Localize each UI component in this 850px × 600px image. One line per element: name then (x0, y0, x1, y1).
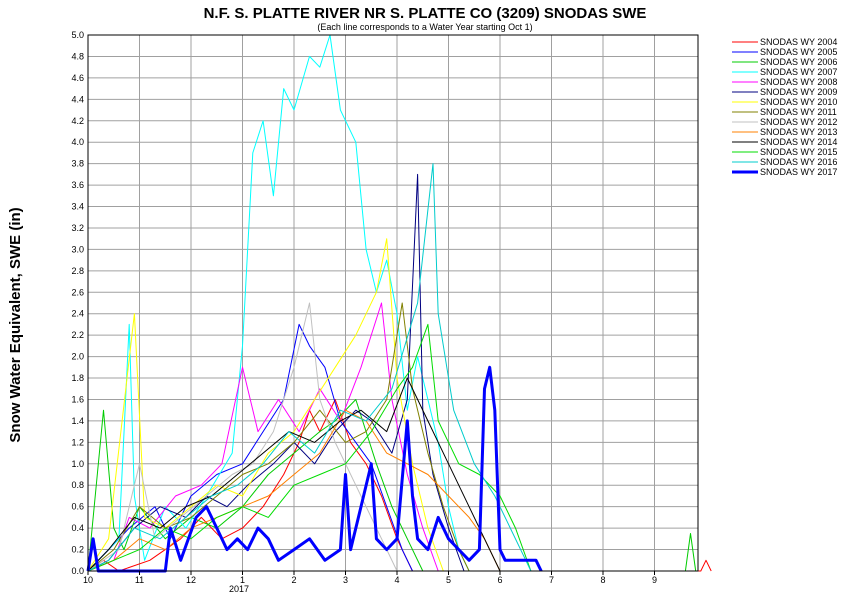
x-tick-label: 6 (497, 575, 502, 585)
x-tick-label: 2 (291, 575, 296, 585)
x-tick-label: 10 (83, 575, 93, 585)
y-tick-label: 0.4 (71, 523, 84, 533)
y-tick-label: 1.6 (71, 394, 84, 404)
series-line (87, 34, 470, 572)
x-tick-label: 9 (652, 575, 657, 585)
y-tick-label: 1.4 (71, 416, 84, 426)
legend-label: SNODAS WY 2014 (760, 137, 837, 147)
x-year-label: 2017 (229, 584, 249, 594)
y-tick-label: 3.8 (71, 159, 84, 169)
series-line (87, 409, 501, 572)
x-tick-label: 3 (343, 575, 348, 585)
y-tick-label: 3.6 (71, 180, 84, 190)
legend-label: SNODAS WY 2008 (760, 77, 837, 87)
series-line (86, 365, 543, 573)
x-tick-label: 8 (600, 575, 605, 585)
y-tick-label: 3.0 (71, 244, 84, 254)
series-line (87, 302, 470, 572)
gridlines (88, 34, 698, 572)
y-tick-label: 0.0 (71, 566, 84, 576)
legend-label: SNODAS WY 2010 (760, 97, 837, 107)
plot-area (87, 34, 699, 572)
y-tick-label: 4.8 (71, 51, 84, 61)
legend-label: SNODAS WY 2015 (760, 147, 837, 157)
y-tick-label: 3.4 (71, 202, 84, 212)
legend-label: SNODAS WY 2011 (760, 107, 837, 117)
y-tick-label: 0.8 (71, 480, 84, 490)
x-axis-ticks: 10 11 12 1 2 3 4 5 6 7 8 9 (83, 571, 657, 585)
legend-label: SNODAS WY 2013 (760, 127, 837, 137)
y-tick-label: 0.2 (71, 545, 84, 555)
series-line (87, 323, 532, 572)
x-tick-label: 1 (240, 575, 245, 585)
y-tick-label: 4.4 (71, 94, 84, 104)
y-tick-label: 2.2 (71, 330, 84, 340)
y-tick-label: 2.0 (71, 352, 84, 362)
y-axis-ticks: 0.0 0.2 0.4 0.6 0.8 1.0 1.2 1.4 1.6 1.8 2.0 2.2 2.4 2… (71, 30, 84, 576)
legend-label: SNODAS WY 2017 (760, 167, 837, 177)
y-tick-label: 2.6 (71, 287, 84, 297)
series-line (87, 238, 444, 572)
legend-label: SNODAS WY 2012 (760, 117, 837, 127)
x-tick-label: 4 (394, 575, 399, 585)
y-tick-label: 1.2 (71, 437, 84, 447)
y-tick-label: 2.4 (71, 309, 84, 319)
y-tick-label: 0.6 (71, 502, 84, 512)
y-tick-label: 1.0 (71, 459, 84, 469)
chart-title: N.F. S. PLATTE RIVER NR S. PLATTE CO (32… (204, 5, 647, 22)
y-tick-label: 4.6 (71, 73, 84, 83)
series-line (87, 377, 501, 572)
series-line (87, 173, 465, 572)
x-tick-label: 7 (549, 575, 554, 585)
y-tick-label: 1.8 (71, 373, 84, 383)
series-lines (86, 34, 712, 573)
x-tick-label: 12 (186, 575, 196, 585)
legend-label: SNODAS WY 2009 (760, 87, 837, 97)
y-tick-label: 4.2 (71, 116, 84, 126)
legend-label: SNODAS WY 2016 (760, 157, 837, 167)
series-line (87, 302, 439, 572)
y-tick-label: 2.8 (71, 266, 84, 276)
legend-label: SNODAS WY 2006 (760, 57, 837, 67)
y-axis-label: Snow Water Equivalent, SWE (in) (7, 207, 24, 442)
y-tick-label: 4.0 (71, 137, 84, 147)
x-tick-label: 11 (135, 575, 144, 585)
chart-subtitle: (Each line corresponds to a Water Year s… (317, 22, 532, 32)
legend-label: SNODAS WY 2007 (760, 67, 837, 77)
series-line (87, 163, 532, 572)
y-tick-label: 3.2 (71, 223, 84, 233)
x-tick-label: 5 (446, 575, 451, 585)
legend-label: SNODAS WY 2004 (760, 37, 837, 47)
y-tick-label: 5.0 (71, 30, 84, 40)
legend-label: SNODAS WY 2005 (760, 47, 837, 57)
